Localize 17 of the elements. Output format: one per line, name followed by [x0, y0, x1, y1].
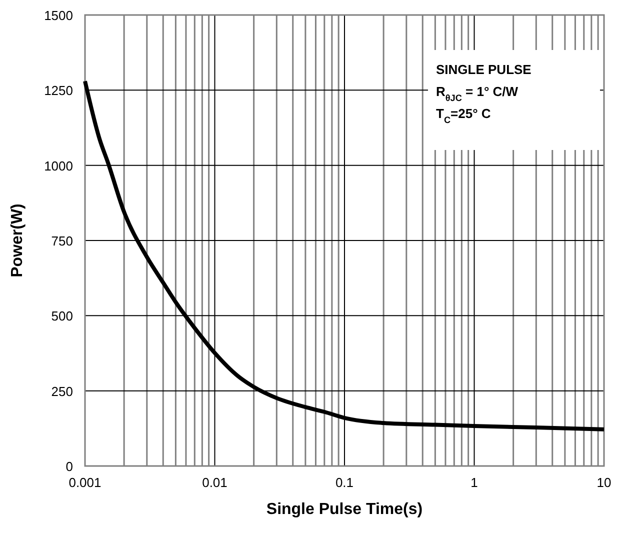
- y-tick-label: 1500: [44, 8, 73, 23]
- x-tick-label: 10: [596, 475, 612, 490]
- annotation: R$_{θJC}$ = 1° C/W: [436, 84, 519, 103]
- x-tick-label: 0.1: [335, 475, 354, 490]
- y-axis-title: Power(W): [9, 204, 26, 278]
- annotation: SINGLE PULSE: [436, 62, 532, 77]
- x-tick-label: 0.01: [202, 475, 228, 490]
- annotation: T$_{C}$=25° C: [436, 106, 492, 125]
- y-tick-label: 250: [51, 384, 73, 399]
- x-tick-label: 0.001: [68, 475, 102, 490]
- y-tick-label: 750: [51, 234, 73, 248]
- y-tick-label: 0: [66, 459, 73, 474]
- y-tick-label: 500: [51, 308, 73, 324]
- x-tick-label: 1: [470, 475, 478, 490]
- x-axis-title: Single Pulse Time(s): [266, 501, 423, 518]
- y-tick-label: 1250: [44, 83, 73, 98]
- y-tick-label: 1000: [44, 158, 73, 174]
